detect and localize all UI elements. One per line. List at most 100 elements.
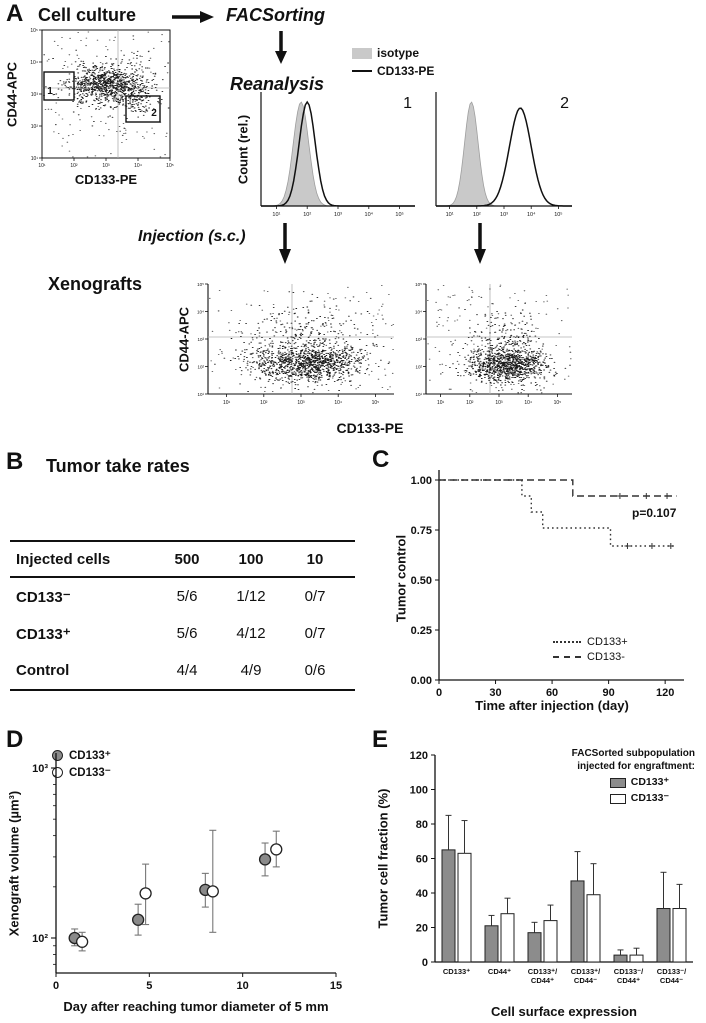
svg-text:20: 20 xyxy=(416,923,428,935)
sort-xlabel: CD133-PE xyxy=(74,172,138,187)
xenograft-volume-chart: 10³ 10² 0 5 10 15 xyxy=(32,753,342,992)
svg-text:0: 0 xyxy=(422,957,428,969)
cd133pe-line-swatch xyxy=(352,70,372,72)
tumor-take-table: Injected cells 500 100 10 CD133⁻ 5/6 1/12 0/7 CD… xyxy=(10,540,355,691)
svg-text:80: 80 xyxy=(416,819,428,831)
cell-culture-title: Cell culture xyxy=(38,5,137,25)
svg-text:10²: 10² xyxy=(32,933,48,945)
svg-text:10⁴: 10⁴ xyxy=(30,60,38,66)
e-legend-title-line2: injected for engraftment: xyxy=(577,760,695,772)
svg-text:10¹: 10¹ xyxy=(415,392,422,397)
svg-text:10¹: 10¹ xyxy=(31,156,39,162)
svg-text:10³: 10³ xyxy=(495,400,503,406)
svg-text:CD133⁺/: CD133⁺/ xyxy=(528,967,558,976)
svg-text:90: 90 xyxy=(602,687,614,699)
panel-a-label: A xyxy=(6,0,24,27)
table-cell: 5/6 xyxy=(176,588,198,605)
svg-text:CD44⁺: CD44⁺ xyxy=(531,976,554,985)
table-row: CD133⁺ 5/6 4/12 0/7 xyxy=(10,615,355,652)
svg-text:10⁴: 10⁴ xyxy=(524,400,532,406)
svg-text:10³: 10³ xyxy=(102,163,110,169)
svg-text:10⁴: 10⁴ xyxy=(197,310,204,315)
svg-text:10²: 10² xyxy=(473,212,481,218)
c-legend: CD133+ CD133- xyxy=(553,636,628,666)
svg-text:0: 0 xyxy=(436,687,442,699)
count-ylabel: Count (rel.) xyxy=(235,114,251,185)
panel-e-label: E xyxy=(372,726,389,753)
svg-text:10⁴: 10⁴ xyxy=(365,211,374,218)
legend-row-cd133pos: CD133⁺ xyxy=(52,748,111,762)
table-header-cell: 500 xyxy=(174,550,200,568)
svg-text:10⁴: 10⁴ xyxy=(134,163,142,169)
legend-row-cd133pos: CD133⁺ xyxy=(505,776,669,789)
svg-text:10³: 10³ xyxy=(32,763,48,775)
svg-text:10¹: 10¹ xyxy=(446,212,454,218)
dotted-line-swatch xyxy=(553,641,581,643)
svg-text:10⁵: 10⁵ xyxy=(372,400,380,406)
svg-text:10⁵: 10⁵ xyxy=(415,282,422,287)
svg-text:CD133⁻/: CD133⁻/ xyxy=(614,967,644,976)
flow-legend: isotype CD133-PE xyxy=(352,46,434,82)
d-legend: CD133⁺ CD133⁻ xyxy=(52,748,111,782)
e-legend-title-line1: FACSorted subpopulation xyxy=(571,748,695,759)
svg-text:CD133⁻/: CD133⁻/ xyxy=(657,967,687,976)
e-legend: FACSorted subpopulation injected for eng… xyxy=(505,748,695,805)
svg-text:1.00: 1.00 xyxy=(411,475,432,487)
svg-text:10³: 10³ xyxy=(31,92,39,98)
tumor-take-title: Tumor take rates xyxy=(46,456,190,476)
svg-text:10²: 10² xyxy=(303,212,311,218)
filled-circle-swatch xyxy=(52,749,63,761)
svg-text:10³: 10³ xyxy=(197,337,204,342)
svg-text:15: 15 xyxy=(330,980,342,992)
svg-text:10⁵: 10⁵ xyxy=(197,282,204,287)
c-xlabel: Time after injection (day) xyxy=(475,698,629,713)
svg-text:10⁵: 10⁵ xyxy=(395,211,403,218)
table-header-row: Injected cells 500 100 10 xyxy=(10,542,355,578)
legend-label: CD133⁺ xyxy=(630,776,669,788)
table-cell: 5/6 xyxy=(176,625,198,642)
svg-text:0.25: 0.25 xyxy=(411,625,432,637)
arrow-down-icon xyxy=(474,223,486,264)
svg-text:10⁵: 10⁵ xyxy=(554,400,562,406)
svg-text:60: 60 xyxy=(416,854,428,866)
panel-b-label: B xyxy=(6,448,24,475)
svg-text:2: 2 xyxy=(560,95,569,112)
svg-text:40: 40 xyxy=(416,888,428,900)
svg-text:10²: 10² xyxy=(70,163,78,169)
legend-label: CD133⁻ xyxy=(630,792,669,805)
svg-text:100: 100 xyxy=(410,785,428,797)
table-cell: 0/7 xyxy=(304,588,326,605)
svg-text:2: 2 xyxy=(151,108,157,119)
svg-text:0.00: 0.00 xyxy=(411,675,432,687)
svg-text:10³: 10³ xyxy=(297,400,305,406)
svg-text:1: 1 xyxy=(403,95,412,112)
svg-text:10¹: 10¹ xyxy=(272,212,280,218)
svg-text:10: 10 xyxy=(237,980,249,992)
svg-text:10⁴: 10⁴ xyxy=(334,400,342,406)
svg-text:5: 5 xyxy=(146,980,152,992)
svg-text:CD133⁺: CD133⁺ xyxy=(443,967,470,976)
svg-text:120: 120 xyxy=(410,750,428,762)
open-circle-swatch xyxy=(52,766,63,778)
svg-text:60: 60 xyxy=(546,687,558,699)
svg-text:10²: 10² xyxy=(466,400,474,406)
svg-text:0.50: 0.50 xyxy=(411,575,432,587)
e-ylabel: Tumor cell fraction (%) xyxy=(375,788,391,929)
svg-text:10¹: 10¹ xyxy=(38,163,46,169)
sort-ylabel: CD44-APC xyxy=(4,62,20,128)
cd133pe-legend-row: CD133-PE xyxy=(352,64,434,78)
table-header-cell: Injected cells xyxy=(16,550,111,568)
table-cell: 4/12 xyxy=(236,625,266,642)
svg-text:10⁵: 10⁵ xyxy=(166,163,174,169)
table-cell: 4/9 xyxy=(240,662,262,679)
tumor-control-chart: 1.00 0.75 0.50 0.25 0.00 0 30 60 90 120 xyxy=(411,470,684,699)
svg-text:10³: 10³ xyxy=(500,212,508,218)
svg-text:10⁴: 10⁴ xyxy=(415,310,422,315)
table-row: Control 4/4 4/9 0/6 xyxy=(10,652,355,689)
svg-text:10³: 10³ xyxy=(334,212,342,218)
svg-text:1: 1 xyxy=(47,86,53,97)
cd133pe-label: CD133-PE xyxy=(377,64,435,78)
